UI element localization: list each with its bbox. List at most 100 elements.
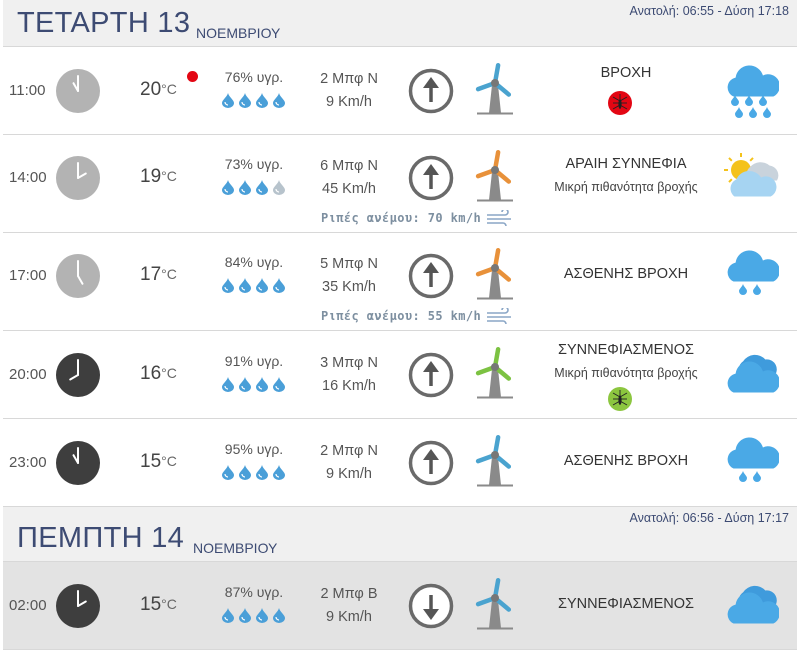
clock-icon [55, 155, 101, 201]
wind-speed: 45 Km/h [322, 181, 376, 197]
wind-turbine-icon [471, 576, 519, 632]
wind-info: 5 Μπφ Ν 35 Km/h [307, 253, 391, 299]
humidity-drops-icon [220, 464, 288, 480]
wind-turbine-icon [471, 61, 519, 117]
mosquito-icon [608, 91, 632, 115]
temperature-unit: °C [161, 266, 177, 282]
wind-speed: 35 Km/h [322, 279, 376, 295]
forecast-row[interactable]: 11:00 20°C 76% υγρ. 2 Μπφ Ν 9 Km/h ΒΡΟΧΗ [3, 47, 797, 135]
temperature: 15°C [140, 451, 177, 473]
temperature-value: 15 [140, 451, 162, 472]
temperature-unit: °C [161, 168, 177, 184]
wind-gust-icon [485, 208, 515, 230]
wind-turbine-icon [471, 433, 519, 489]
wind-turbine-icon [471, 148, 519, 204]
temperature-unit: °C [161, 596, 177, 612]
humidity-label: 95% υγρ. [224, 441, 284, 457]
wind-info: 2 Μπφ Β 9 Km/h [307, 583, 391, 629]
condition-label: ΑΣΘΕΝΗΣ ΒΡΟΧΗ [563, 266, 689, 282]
forecast-row[interactable]: 02:00 15°C 87% υγρ. 2 Μπφ Β 9 Km/h ΣΥΝΝΕΦΙΑΣΜ… [3, 562, 797, 650]
time-label: 20:00 [9, 366, 47, 383]
temperature-unit: °C [161, 81, 177, 97]
forecast-row[interactable]: 20:00 16°C 91% υγρ. 3 Μπφ Ν 16 Km/h ΣΥΝΝΕΦΙΑΣ… [3, 331, 797, 419]
clock-icon [55, 253, 101, 299]
day-month: ΝΟΕΜΒΡΙΟΥ [193, 540, 278, 556]
wind-beaufort: 6 Μπφ Ν [320, 158, 378, 174]
condition-label: ΣΥΝΝΕΦΙΑΣΜΕΝΟΣ [558, 342, 694, 358]
wind-direction-arrow-icon [408, 352, 454, 398]
condition-label: ΒΡΟΧΗ [600, 65, 652, 81]
light-rain-cloud-icon [719, 433, 780, 493]
forecast-row[interactable]: 23:00 15°C 95% υγρ. 2 Μπφ Ν 9 Km/h ΑΣΘΕΝΗΣ ΒΡ… [3, 419, 797, 507]
humidity-label: 87% υγρ. [224, 584, 284, 600]
wind-direction-arrow-icon [408, 583, 454, 629]
humidity-drops-icon [220, 277, 288, 293]
sunrise-sunset-text: Ανατολή: 06:56 - Δύση 17:17 [629, 511, 789, 525]
forecast-row[interactable]: 14:00 19°C 73% υγρ. 6 Μπφ Ν 45 Km/h Ριπές ανέ… [3, 135, 797, 233]
wind-turbine-icon [471, 246, 519, 302]
humidity-label: 84% υγρ. [224, 254, 284, 270]
wind-beaufort: 3 Μπφ Ν [320, 355, 378, 371]
day-header: ΤΕΤΑΡΤΗ 13 ΝΟΕΜΒΡΙΟΥ Ανατολή: 06:55 - Δύση… [3, 0, 797, 47]
temperature: 20°C [140, 79, 177, 101]
day-header: ΠΕΜΠΤΗ 14 ΝΟΕΜΒΡΙΟΥ Ανατολή: 06:56 - Δύση … [3, 507, 797, 562]
condition-label: ΣΥΝΝΕΦΙΑΣΜΕΝΟΣ [558, 596, 694, 612]
humidity-label: 91% υγρ. [224, 353, 284, 369]
wind-direction-arrow-icon [408, 68, 454, 114]
wind-gusts-label: Ριπές ανέμου: 55 km/h [321, 309, 482, 323]
rain-chance-label: Μικρή πιθανότητα βροχής [554, 180, 698, 194]
sunrise-sunset-text: Ανατολή: 06:55 - Δύση 17:18 [629, 4, 789, 18]
temperature: 19°C [140, 166, 177, 188]
temperature-value: 15 [140, 594, 162, 615]
time-label: 17:00 [9, 267, 47, 284]
humidity-drops-icon [220, 376, 288, 392]
clouds-icon [719, 345, 780, 405]
humidity-drops-icon [220, 92, 288, 108]
temperature: 17°C [140, 264, 177, 286]
wind-info: 2 Μπφ Ν 9 Km/h [307, 68, 391, 114]
wind-speed: 9 Km/h [326, 609, 372, 625]
wind-beaufort: 5 Μπφ Ν [320, 256, 378, 272]
temperature: 15°C [140, 594, 177, 616]
alert-dot-icon [187, 71, 198, 82]
wind-info: 6 Μπφ Ν 45 Km/h [307, 155, 391, 201]
humidity-drops-icon [220, 607, 288, 623]
time-label: 02:00 [9, 597, 47, 614]
wind-gusts-label: Ριπές ανέμου: 70 km/h [321, 211, 482, 225]
wind-beaufort: 2 Μπφ Ν [320, 443, 378, 459]
clock-icon [55, 68, 101, 114]
wind-direction-arrow-icon [408, 440, 454, 486]
humidity-drops-icon [220, 179, 288, 195]
clock-icon [55, 440, 101, 486]
wind-speed: 16 Km/h [322, 378, 376, 394]
clouds-icon [719, 576, 780, 636]
wind-direction-arrow-icon [408, 253, 454, 299]
clock-icon [55, 352, 101, 398]
forecast-row[interactable]: 17:00 17°C 84% υγρ. 5 Μπφ Ν 35 Km/h Ριπές ανέ… [3, 233, 797, 331]
rain-chance-label: Μικρή πιθανότητα βροχής [554, 366, 698, 380]
sun-cloud-icon [719, 148, 779, 208]
wind-direction-arrow-icon [408, 155, 454, 201]
temperature-value: 17 [140, 264, 162, 285]
temperature-unit: °C [161, 453, 177, 469]
mosquito-icon [608, 387, 632, 411]
wind-beaufort: 2 Μπφ Β [320, 586, 378, 602]
humidity-label: 76% υγρ. [224, 69, 284, 85]
light-rain-cloud-icon [719, 246, 780, 306]
wind-speed: 9 Km/h [326, 94, 372, 110]
wind-gust-icon [485, 306, 515, 328]
day-name: ΠΕΜΠΤΗ 14 [17, 522, 185, 554]
day-month: ΝΟΕΜΒΡΙΟΥ [196, 25, 281, 41]
condition-label: ΑΣΘΕΝΗΣ ΒΡΟΧΗ [563, 453, 689, 469]
rain-cloud-icon [719, 61, 780, 121]
wind-speed: 9 Km/h [326, 466, 372, 482]
wind-turbine-icon [471, 345, 519, 401]
temperature-value: 19 [140, 166, 162, 187]
time-label: 14:00 [9, 169, 47, 186]
temperature-unit: °C [161, 365, 177, 381]
time-label: 23:00 [9, 454, 47, 471]
clock-icon [55, 583, 101, 629]
wind-info: 2 Μπφ Ν 9 Km/h [307, 440, 391, 486]
wind-beaufort: 2 Μπφ Ν [320, 71, 378, 87]
